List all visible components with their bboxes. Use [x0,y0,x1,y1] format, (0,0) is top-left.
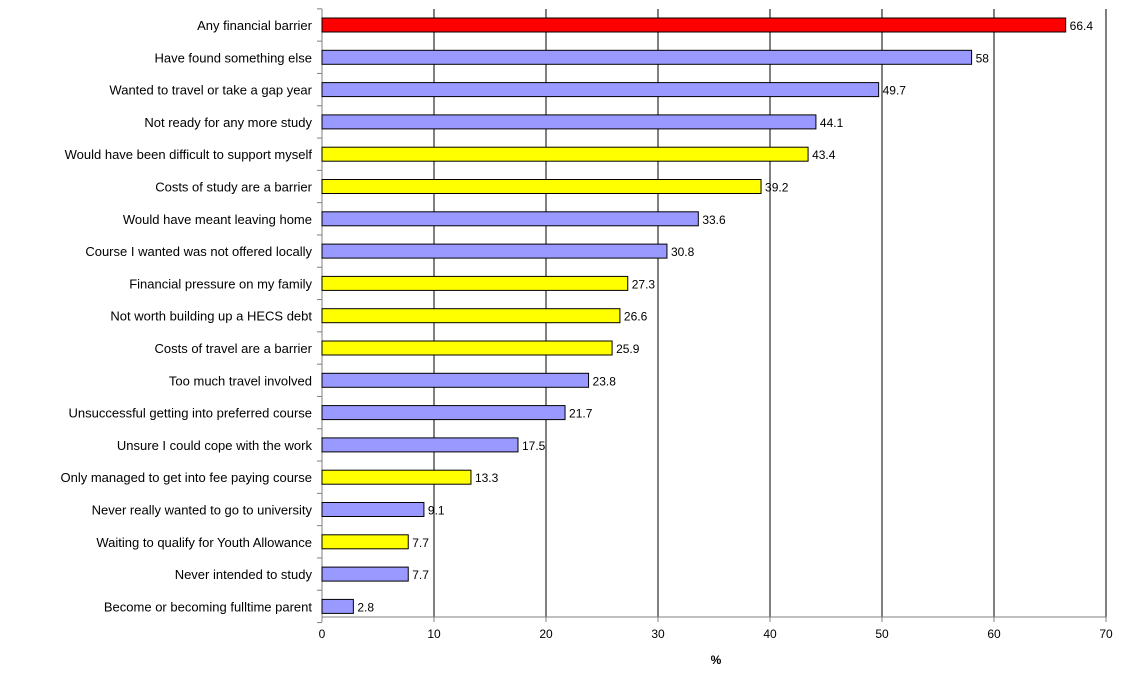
bar [321,179,762,194]
bar [321,308,621,324]
x-tick-label: 70 [1099,627,1113,641]
bar [321,372,590,388]
x-tick-label: 50 [875,627,889,641]
category-label: Any financial barrier [197,18,313,33]
x-tick-label: 30 [651,627,665,641]
x-axis: 0 10 20 30 40 50 60 70 [317,8,1113,641]
labels: Any financial barrier 66.4 Have found some… [61,18,1094,614]
category-label: Costs of study are a barrier [155,180,312,195]
category-label: Never really wanted to go to university [92,503,313,518]
x-tick-label: 60 [987,627,1001,641]
value-label: 30.8 [671,245,695,259]
value-label: 25.9 [616,342,640,356]
bar [321,17,1067,33]
value-label: 7.7 [412,536,429,550]
category-label: Only managed to get into fee paying cour… [61,470,313,485]
value-label: 27.3 [632,277,656,291]
bar [321,502,425,517]
bar [321,598,354,614]
value-label: 21.7 [569,407,593,421]
category-label: Have found something else [154,50,312,65]
x-tick-label: 40 [763,627,777,641]
x-tick-label: 0 [319,627,326,641]
value-label: 43.4 [812,148,836,162]
bar [321,275,629,291]
category-label: Become or becoming fulltime parent [104,599,312,614]
bar [321,469,472,485]
value-label: 39.2 [765,181,789,195]
bar [321,146,809,162]
value-label: 49.7 [883,84,907,98]
bars [321,17,1067,614]
x-tick-label: 10 [427,627,441,641]
bar [321,243,668,259]
value-label: 58 [976,51,990,65]
gridlines [433,9,1107,617]
category-label: Not ready for any more study [144,115,312,130]
value-label: 13.3 [475,471,499,485]
value-label: 66.4 [1070,19,1094,33]
bar [321,405,566,421]
category-label: Never intended to study [175,567,313,582]
value-label: 33.6 [702,213,726,227]
value-label: 7.7 [412,568,429,582]
category-label: Unsuccessful getting into preferred cour… [68,406,312,421]
bar [321,114,817,130]
category-label: Costs of travel are a barrier [154,341,312,356]
category-label: Financial pressure on my family [129,276,312,291]
x-tick-label: 20 [539,627,553,641]
bar [321,49,973,65]
category-label: Wanted to travel or take a gap year [109,83,312,98]
bar [321,437,519,453]
x-axis-title: % [711,653,722,667]
category-label: Too much travel involved [169,373,312,388]
bar [321,340,613,356]
category-label: Would have meant leaving home [123,212,312,227]
value-label: 2.8 [357,600,374,614]
value-label: 23.8 [593,374,617,388]
bar [321,566,409,582]
value-label: 26.6 [624,310,648,324]
bar [321,534,409,550]
category-label: Waiting to qualify for Youth Allowance [96,535,312,550]
category-label: Course I wanted was not offered locally [85,244,312,259]
category-label: Unsure I could cope with the work [117,438,313,453]
bar [321,211,699,227]
value-label: 9.1 [428,504,445,518]
bar [321,82,880,98]
value-label: 44.1 [820,116,844,130]
category-label: Would have been difficult to support mys… [65,147,313,162]
value-label: 17.5 [522,439,546,453]
category-label: Not worth building up a HECS debt [110,309,312,324]
